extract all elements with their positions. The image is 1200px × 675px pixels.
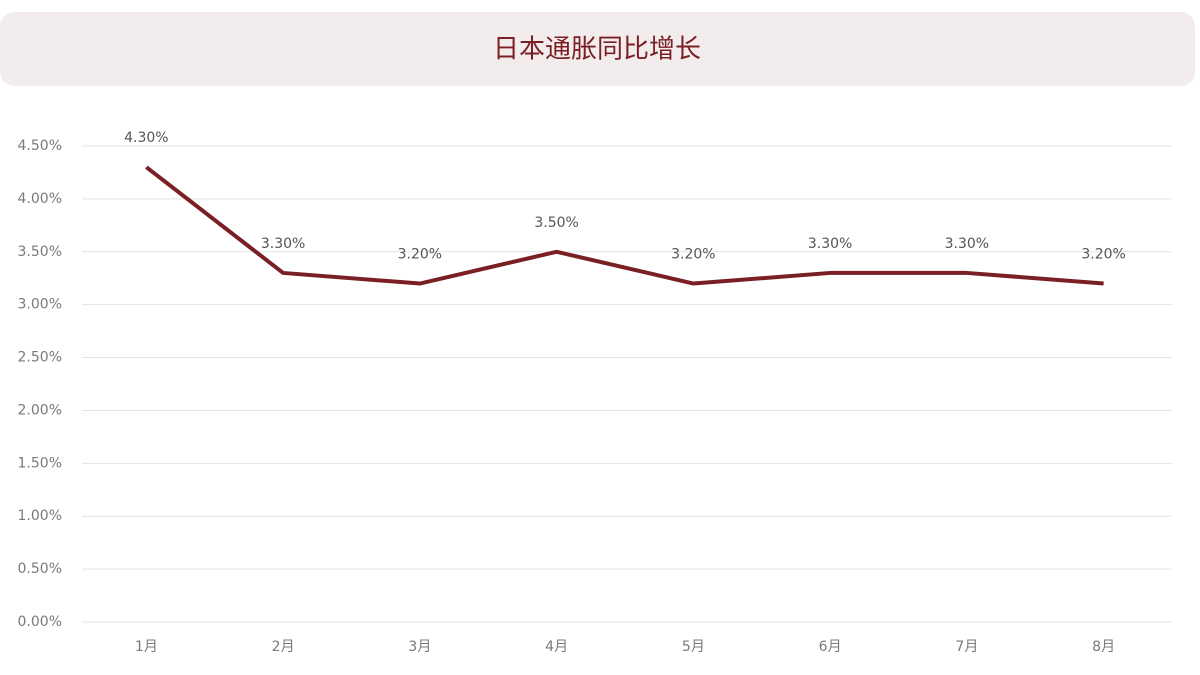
title-box	[0, 12, 1195, 86]
line	[145, 165, 1104, 286]
y-tick-label: 1.00%	[18, 508, 62, 524]
y-tick-label: 3.50%	[18, 244, 62, 260]
value-label: 4.30%	[124, 130, 168, 146]
y-tick-label: 4.50%	[18, 138, 62, 154]
x-tick-label: 8月	[1092, 639, 1115, 655]
y-tick-label: 0.00%	[18, 614, 62, 630]
x-tick-label: 4月	[545, 639, 568, 655]
x-tick-label: 5月	[682, 639, 705, 655]
value-label: 3.20%	[398, 247, 442, 263]
y-tick-label: 0.50%	[18, 561, 62, 577]
chart-title: 日本通胀同比增长	[493, 35, 701, 65]
value-label: 3.20%	[671, 247, 715, 263]
x-tick-label: 2月	[272, 639, 295, 655]
y-tick-label: 2.50%	[18, 350, 62, 366]
x-tick-label: 7月	[955, 639, 978, 655]
x-tick-label: 1月	[135, 639, 158, 655]
value-label: 3.50%	[534, 215, 578, 231]
y-tick-label: 2.00%	[18, 402, 62, 418]
y-tick-label: 4.00%	[18, 191, 62, 207]
value-label: 3.20%	[1081, 247, 1125, 263]
x-tick-label: 6月	[819, 639, 842, 655]
value-label: 3.30%	[261, 236, 305, 252]
value-label: 3.30%	[808, 236, 852, 252]
value-label: 3.30%	[945, 236, 989, 252]
y-tick-label: 1.50%	[18, 455, 62, 471]
x-tick-label: 3月	[408, 639, 431, 655]
y-tick-label: 3.00%	[18, 297, 62, 313]
